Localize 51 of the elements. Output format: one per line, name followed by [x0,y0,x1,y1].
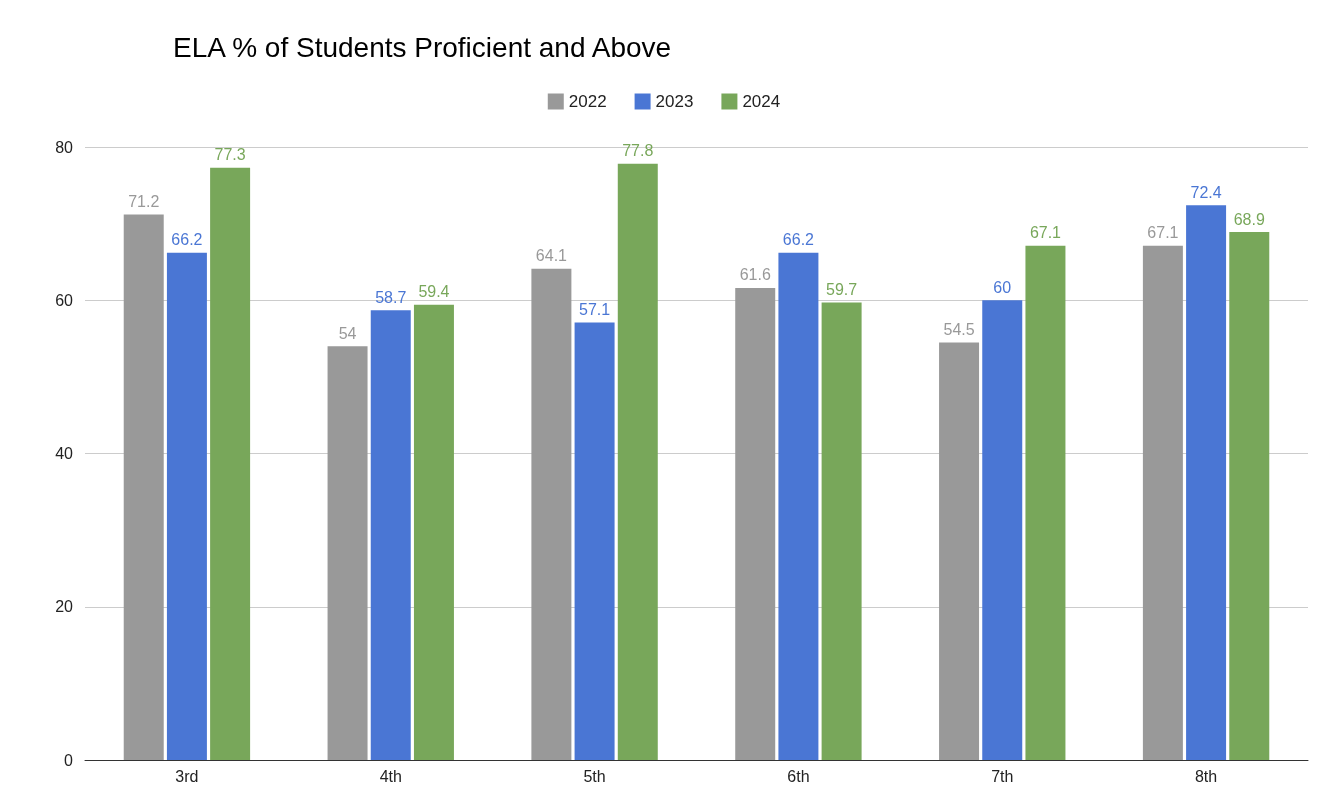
data-label: 59.7 [826,281,858,299]
bar [1025,245,1066,760]
y-tick-label: 20 [55,598,74,616]
bar [370,310,411,760]
data-label: 57.1 [579,300,611,318]
legend-label: 2022 [568,92,607,111]
bar [982,300,1023,760]
bar [531,268,572,760]
legend-label: 2023 [655,92,694,111]
y-tick-label: 0 [64,751,74,769]
data-label: 68.9 [1233,210,1265,228]
y-tick-label: 80 [55,138,74,156]
bar [123,214,164,760]
bar [210,167,251,760]
data-label: 66.2 [171,231,203,249]
data-label: 61.6 [739,266,771,284]
y-tick-label: 60 [55,291,74,309]
x-tick-label: 6th [787,767,810,785]
data-label: 59.4 [418,283,450,301]
bar [617,163,658,760]
data-label: 77.3 [214,146,246,164]
bar [735,287,776,760]
bar [1142,245,1183,760]
legend-label: 2024 [742,92,781,111]
bar [939,342,980,760]
bar [166,252,207,760]
bar [1229,232,1270,760]
bar [1186,205,1227,760]
data-label: 64.1 [535,247,568,265]
data-label: 67.1 [1147,224,1179,242]
bar [778,252,819,760]
data-label: 72.4 [1190,183,1222,201]
bar [574,322,615,760]
x-tick-label: 5th [583,767,606,785]
data-label: 71.2 [128,192,160,210]
y-tick-label: 40 [55,445,74,462]
bar [413,304,454,760]
data-label: 67.1 [1029,224,1062,242]
x-tick-label: 8th [1194,767,1218,785]
data-label: 66.2 [782,231,815,249]
data-label: 60 [993,278,1012,296]
data-label: 58.7 [375,288,407,306]
chart-title: ELA % of Students Proficient and Above [173,31,672,63]
x-tick-label: 7th [991,767,1014,785]
bar [821,302,862,760]
data-label: 77.8 [622,142,654,160]
x-tick-label: 3rd [175,767,199,785]
data-label: 54 [338,324,357,342]
data-label: 54.5 [943,320,975,338]
x-tick-label: 4th [379,767,402,785]
bar [327,346,368,760]
